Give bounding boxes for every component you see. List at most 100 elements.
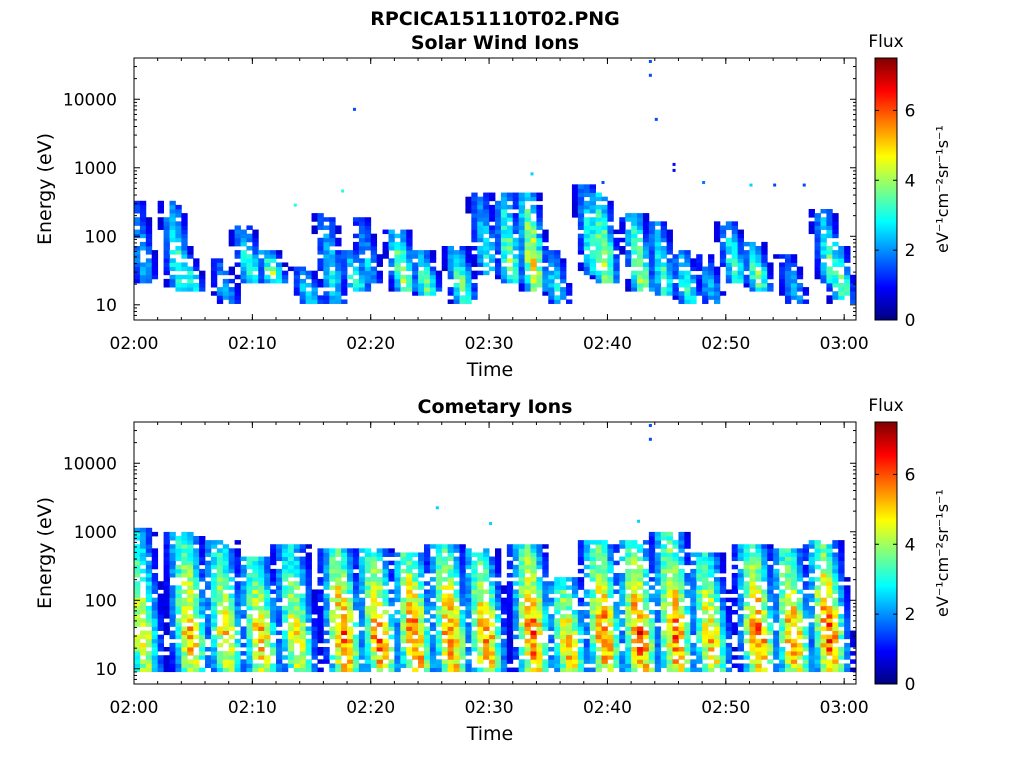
flux-cell	[542, 663, 549, 668]
flux-cell	[175, 667, 182, 673]
flux-cell	[495, 250, 502, 255]
flux-cell	[477, 233, 484, 239]
flux-cell	[648, 262, 656, 267]
flux-cell	[690, 573, 697, 578]
flux-cell	[323, 254, 330, 259]
flux-cell	[305, 593, 312, 599]
flux-cell	[240, 659, 247, 664]
flux-cell	[749, 667, 756, 673]
flux-cell	[607, 266, 614, 272]
flux-cell	[761, 270, 768, 276]
flux-cell	[489, 258, 496, 263]
flux-cell	[287, 659, 295, 664]
flux-cell	[607, 593, 614, 599]
flux-cell	[808, 581, 815, 586]
flux-cell	[637, 283, 644, 288]
flux-cell	[187, 560, 194, 566]
flux-cell	[447, 663, 454, 668]
flux-cell	[660, 229, 668, 235]
flux-cell	[708, 283, 715, 288]
flux-cell	[222, 283, 230, 288]
flux-cell	[276, 647, 283, 652]
flux-cell	[506, 213, 514, 218]
flux-cell	[696, 262, 703, 267]
flux-cell	[199, 622, 206, 627]
flux-cell	[358, 630, 366, 636]
flux-cell	[779, 274, 786, 280]
flux-cell	[666, 638, 673, 644]
flux-cell	[234, 262, 241, 267]
flux-cell	[826, 274, 833, 280]
flux-cell	[560, 295, 567, 300]
flux-cell	[601, 221, 608, 226]
flux-cell	[654, 618, 662, 623]
flux-cell	[270, 266, 277, 272]
flux-cell	[187, 540, 194, 545]
flux-cell	[577, 204, 585, 210]
flux-cell	[684, 573, 691, 578]
flux-cell	[299, 593, 307, 599]
flux-cell	[524, 622, 531, 627]
flux-cell	[506, 647, 514, 652]
flux-cell	[435, 278, 443, 284]
flux-cell	[169, 630, 176, 636]
flux-cell	[524, 217, 531, 222]
heatmap-cells	[134, 59, 856, 304]
flux-cell	[246, 638, 253, 644]
flux-cell	[234, 548, 241, 553]
flux-cell	[441, 548, 449, 553]
flux-cell	[347, 577, 354, 582]
flux-cell	[276, 663, 283, 668]
flux-cell	[654, 556, 662, 562]
flux-cell	[281, 610, 289, 615]
flux-cell	[210, 270, 218, 276]
flux-cell	[246, 254, 253, 259]
flux-cell	[571, 626, 579, 631]
flux-cell	[571, 667, 579, 673]
flux-cell	[394, 568, 401, 574]
flux-cell	[536, 258, 543, 263]
flux-cell	[471, 221, 478, 226]
flux-cell	[210, 663, 218, 668]
flux-cell	[435, 287, 443, 292]
flux-cell	[601, 610, 608, 615]
flux-cell	[471, 605, 478, 611]
flux-cell	[607, 638, 614, 644]
flux-cell	[471, 618, 478, 623]
flux-cell	[447, 246, 454, 251]
flux-cell	[802, 610, 810, 615]
flux-cell	[755, 663, 762, 668]
flux-cell	[648, 577, 656, 582]
flux-cell	[382, 663, 389, 668]
flux-cell	[536, 246, 543, 251]
flux-cell	[216, 568, 224, 574]
flux-cell	[299, 601, 307, 607]
flux-cell	[696, 630, 703, 636]
flux-cell	[323, 655, 330, 660]
x-tick-label: 02:20	[346, 698, 395, 718]
flux-cell	[465, 651, 472, 656]
flux-cell	[347, 556, 354, 562]
flux-cell	[719, 577, 727, 582]
flux-cell	[524, 577, 531, 582]
flux-cell	[607, 209, 614, 214]
flux-cell	[352, 560, 360, 566]
flux-cell	[702, 593, 709, 599]
flux-cell	[358, 573, 366, 578]
flux-cell	[394, 663, 401, 668]
flux-cell	[335, 560, 342, 566]
flux-cell	[583, 262, 591, 267]
flux-cell	[216, 287, 224, 292]
flux-cell	[790, 283, 798, 288]
flux-cell	[820, 250, 827, 255]
flux-cell	[134, 593, 141, 599]
flux-cell	[465, 589, 472, 594]
flux-cell	[329, 262, 336, 267]
flux-cell	[554, 630, 561, 636]
flux-cell	[352, 622, 360, 627]
flux-cell	[234, 229, 241, 235]
flux-cell	[459, 274, 466, 280]
flux-cell	[826, 568, 833, 574]
flux-cell	[483, 638, 490, 644]
flux-cell	[435, 274, 443, 280]
